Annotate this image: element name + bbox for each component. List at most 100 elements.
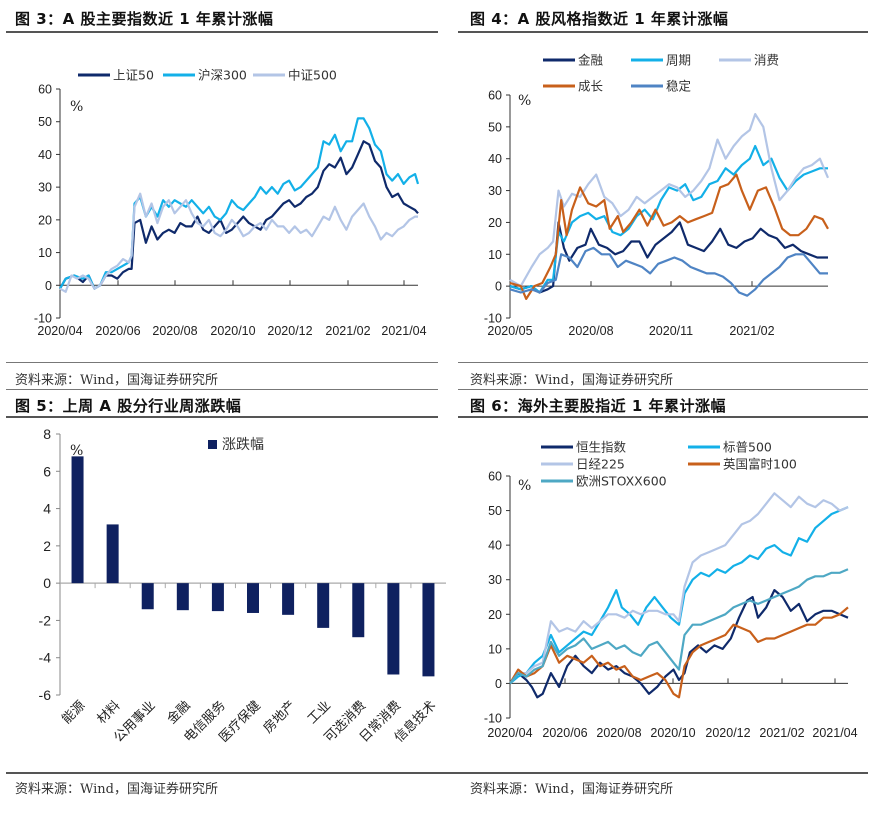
fig6-x-tick-label: 2020/06 [542, 726, 587, 740]
fig3-y-tick-label: 60 [38, 83, 52, 97]
fig5-source: 资料来源：Wind，国海证券研究所 [15, 782, 218, 797]
fig4-y-tick-label: 50 [488, 120, 502, 134]
fig5-y-tick-label: 0 [43, 575, 51, 591]
fig4-x-tick-label: 2020/08 [568, 324, 613, 338]
fig3-title-rule [6, 31, 438, 33]
fig6-y-tick-label: -10 [484, 712, 502, 726]
fig6-x-tick-label: 2020/12 [705, 726, 750, 740]
fig6-x-tick-label: 2021/04 [812, 726, 857, 740]
fig4-legend-label: 消费 [754, 53, 779, 68]
fig3-x-tick-label: 2021/04 [381, 324, 426, 338]
fig3-legend-label: 中证500 [288, 68, 337, 83]
fig5-bar-10 [422, 583, 435, 677]
fig6-y-tick-label: 10 [488, 642, 502, 656]
fig3-x-tick-label: 2021/02 [325, 324, 370, 338]
fig3-title: 图 3：A 股主要指数近 1 年累计涨幅 [15, 10, 274, 28]
fig5-title-rule [6, 416, 438, 418]
fig6-y-tick-label: 30 [488, 573, 502, 587]
fig6-legend-label: 标普500 [723, 440, 772, 455]
fig3-y-tick-label: 30 [38, 181, 52, 195]
fig3-y-tick-label: 50 [38, 115, 52, 129]
fig6-unit-label: % [518, 478, 531, 494]
fig6-title: 图 6：海外主要股指近 1 年累计涨幅 [470, 397, 727, 415]
fig6-legend-label: 欧洲STOXX600 [576, 474, 667, 489]
fig6-legend-label: 日经225 [576, 457, 625, 472]
fig5-bar-8 [352, 583, 365, 638]
fig3-y-tick-label: -10 [34, 312, 52, 326]
fig4-legend-label: 成长 [578, 79, 604, 94]
fig5-legend-swatch [208, 440, 217, 449]
fig5-bar-9 [387, 583, 400, 675]
fig5-bar-6 [282, 583, 295, 615]
fig4-x-tick-label: 2020/11 [649, 324, 693, 338]
fig6-top-rule [458, 389, 868, 390]
fig4-unit-label: % [518, 93, 531, 109]
fig4-y-tick-label: 40 [488, 152, 502, 166]
fig5-y-tick-label: -6 [39, 687, 52, 703]
fig5-bar-5 [247, 583, 259, 613]
fig6-y-tick-label: 60 [488, 470, 502, 484]
fig5-bar-1 [106, 524, 119, 584]
fig3-y-tick-label: 20 [38, 213, 52, 227]
fig6-series-0 [509, 589, 849, 699]
fig6-x-tick-label: 2021/02 [759, 726, 804, 740]
fig6-y-tick-label: 50 [488, 504, 502, 518]
fig6-series-1 [509, 506, 849, 685]
fig5-legend-label: 涨跌幅 [222, 437, 264, 453]
fig4-legend-label: 金融 [578, 53, 604, 68]
fig6-legend-label: 英国富时100 [723, 457, 797, 472]
fig5-bar-2 [141, 583, 154, 610]
fig3-x-tick-label: 2020/12 [267, 324, 312, 338]
fig5-category-label: 材料 [94, 698, 123, 727]
fig4-y-tick-label: 60 [488, 89, 502, 103]
fig5-top-rule [6, 389, 438, 390]
fig6-series-2 [509, 492, 849, 685]
fig4-series-3 [509, 173, 829, 300]
fig6-legend-label: 恒生指数 [576, 440, 627, 455]
fig4-series-4 [509, 246, 828, 297]
fig6-y-tick-label: 40 [488, 539, 502, 553]
fig5-y-tick-label: 8 [43, 426, 51, 442]
fig4-source: 资料来源：Wind，国海证券研究所 [470, 373, 673, 388]
fig5-category-label: 金融 [164, 698, 194, 728]
fig4-x-tick-label: 2020/05 [487, 324, 532, 338]
fig3-y-tick-label: 10 [38, 246, 52, 260]
fig3-bottom-rule [6, 362, 438, 363]
fig6-y-tick-label: 0 [495, 677, 502, 691]
fig5-bar-0 [71, 456, 84, 584]
fig3-x-tick-label: 2020/10 [210, 324, 255, 338]
fig5-y-tick-label: -4 [39, 650, 52, 666]
fig4-y-tick-label: 20 [488, 216, 502, 230]
fig4-bottom-rule [458, 362, 868, 363]
fig5-y-tick-label: 6 [43, 463, 51, 479]
fig4-y-tick-label: 30 [488, 184, 502, 198]
fig5-category-label: 能源 [59, 698, 88, 727]
fig5-title: 图 5：上周 A 股分行业周涨跌幅 [15, 397, 242, 415]
fig3-unit-label: % [70, 99, 83, 115]
fig4-legend-label: 稳定 [666, 79, 691, 94]
fig4-legend-label: 周期 [666, 53, 691, 68]
fig5-bar-4 [211, 583, 224, 612]
fig6-x-tick-label: 2020/10 [650, 726, 695, 740]
fig5-y-tick-label: 2 [43, 538, 51, 554]
fig5-category-label: 房地产 [260, 698, 299, 737]
fig5-bar-7 [317, 583, 330, 628]
fig3-series-1 [59, 117, 420, 290]
fig4-title: 图 4：A 股风格指数近 1 年累计涨幅 [470, 10, 729, 28]
fig6-title-rule [458, 416, 868, 418]
fig3-x-tick-label: 2020/04 [37, 324, 82, 338]
fig5-bottom-rule [6, 772, 868, 774]
fig5-y-tick-label: 4 [43, 501, 51, 517]
fig4-series-1 [509, 144, 828, 294]
fig6-source: 资料来源：Wind，国海证券研究所 [470, 782, 673, 797]
fig6-x-tick-label: 2020/04 [487, 726, 532, 740]
fig4-y-tick-label: 10 [488, 248, 502, 262]
fig6-series-4 [509, 568, 849, 685]
fig5-bar-3 [176, 583, 189, 611]
fig3-legend-label: 上证50 [113, 68, 154, 83]
fig4-title-rule [458, 31, 868, 33]
fig6-series-3 [509, 606, 849, 699]
fig3-x-tick-label: 2020/08 [152, 324, 197, 338]
fig4-y-tick-label: 0 [495, 280, 502, 294]
